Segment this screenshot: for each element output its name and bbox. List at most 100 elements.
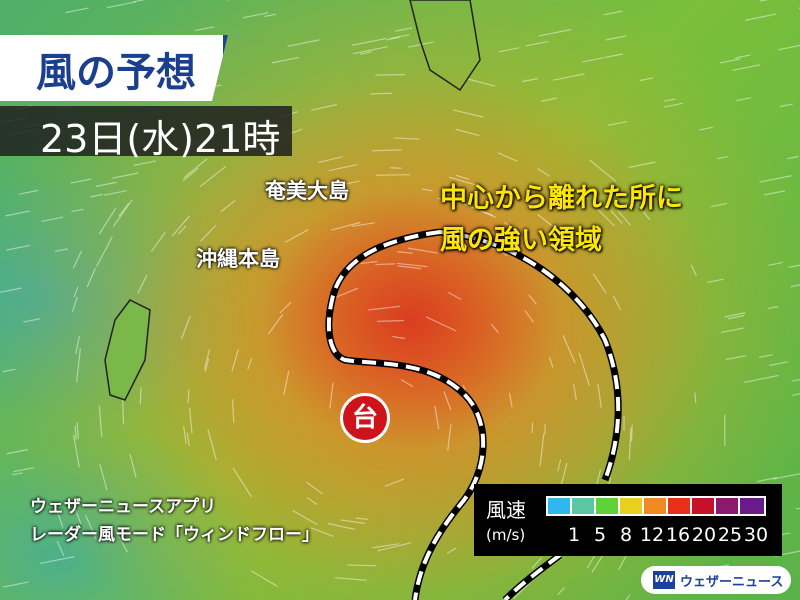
wind-streak — [129, 453, 137, 478]
wind-streak — [188, 407, 193, 434]
wind-streak — [694, 392, 697, 403]
wind-streak — [468, 78, 496, 87]
wind-streak — [334, 577, 367, 581]
wind-streak — [628, 161, 656, 169]
legend-label: 風速 — [486, 498, 526, 522]
wind-streak — [437, 197, 452, 203]
wind-streak — [137, 274, 148, 294]
wind-streak — [204, 358, 210, 372]
wind-streak — [392, 335, 406, 340]
wind-streak — [726, 354, 747, 361]
wind-streak — [103, 190, 127, 196]
wind-streak — [497, 152, 518, 162]
wind-streak — [19, 189, 39, 195]
wind-streak — [422, 188, 433, 192]
wind-streak — [490, 323, 500, 334]
wind-streak — [605, 35, 626, 41]
taiwan — [104, 299, 151, 401]
wind-streak — [70, 178, 92, 184]
wind-streak — [525, 40, 549, 47]
wind-streak — [604, 53, 623, 59]
legend-swatch — [620, 498, 644, 514]
wind-streak — [710, 202, 727, 208]
wind-streak — [690, 264, 697, 276]
wind-streak — [579, 191, 589, 200]
wind-streak — [537, 167, 550, 177]
wind-streak — [114, 529, 128, 553]
legend-color-bar — [546, 496, 766, 516]
wind-streak — [745, 13, 777, 21]
wind-streak — [180, 315, 191, 340]
note-line2: レーダー風モード「ウィンドフロー」 — [30, 525, 319, 545]
wind-streak — [772, 473, 800, 480]
wind-streak — [386, 36, 400, 41]
wind-streak — [287, 39, 320, 47]
wind-streak — [397, 251, 413, 254]
wind-streak — [617, 210, 631, 226]
wind-streak — [562, 335, 576, 364]
wind-streak — [231, 399, 235, 423]
wind-streak — [54, 503, 64, 528]
wind-streak — [544, 424, 546, 435]
wind-streak — [311, 103, 338, 111]
title-banner — [0, 35, 228, 101]
wind-streak — [407, 247, 438, 254]
wind-streak — [72, 250, 83, 269]
wind-streak — [455, 128, 480, 137]
wind-streak — [504, 221, 520, 233]
wind-streak — [557, 586, 566, 596]
wind-streak — [443, 391, 452, 411]
brand-badge: WN ウェザーニュース — [641, 566, 791, 594]
wind-streak — [182, 167, 199, 182]
wind-streak — [522, 77, 538, 83]
wind-streak — [764, 190, 786, 196]
wind-streak — [5, 210, 31, 217]
legend-swatch — [668, 498, 692, 514]
wind-streak — [360, 51, 372, 55]
wind-streak — [397, 265, 422, 270]
legend-tick: 5 — [593, 524, 607, 546]
wind-streak — [777, 44, 800, 51]
legend-unit: (m/s) — [486, 526, 526, 544]
wind-streak — [65, 7, 89, 14]
wind-streak — [199, 165, 227, 188]
wind-streak — [735, 54, 751, 59]
wind-streak — [471, 206, 497, 219]
wind-streak — [767, 305, 779, 310]
wind-streak — [664, 98, 676, 102]
wind-streak — [347, 564, 376, 567]
wind-streak — [54, 248, 68, 253]
wind-streak — [630, 424, 633, 442]
wind-streak — [639, 77, 654, 82]
wind-streak — [727, 314, 745, 320]
legend-swatch — [596, 498, 620, 514]
wind-streak — [425, 316, 457, 332]
wind-streak — [376, 174, 410, 176]
wind-streak — [499, 47, 520, 53]
wind-streak — [329, 382, 334, 409]
wind-streak — [400, 379, 414, 388]
wind-streak — [139, 387, 142, 405]
legend-tick: 1 — [567, 524, 581, 546]
brand-name: ウェザーニュース — [680, 574, 784, 590]
wind-streak — [434, 405, 440, 430]
wind-streak — [71, 208, 84, 213]
wind-streak — [99, 464, 108, 491]
wind-streak — [788, 264, 800, 268]
wind-streak — [759, 0, 769, 2]
wind-streak — [393, 137, 420, 140]
wind-streak — [310, 527, 334, 538]
wind-streak — [279, 301, 292, 314]
wind-streak — [328, 164, 358, 172]
datetime-banner — [0, 106, 292, 156]
wind-streak — [448, 176, 479, 187]
wind-streak — [86, 267, 96, 288]
legend-swatch — [644, 498, 668, 514]
wind-streak — [74, 425, 77, 440]
wind-streak — [372, 543, 400, 549]
note-line1: ウェザーニュースアプリ — [30, 497, 217, 517]
wind-streak — [56, 540, 65, 556]
wind-streak — [724, 312, 746, 318]
wind-streak — [305, 481, 324, 495]
legend-swatch — [740, 498, 764, 514]
